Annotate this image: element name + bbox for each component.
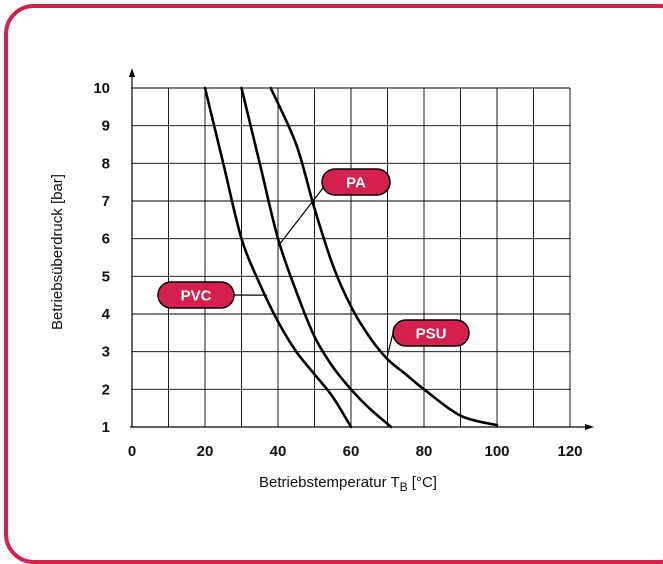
y-axis-arrow bbox=[129, 68, 135, 77]
axes bbox=[129, 68, 594, 430]
label-text-pa: PA bbox=[346, 175, 366, 192]
y-tick-label: 5 bbox=[102, 268, 110, 285]
y-tick-label: 6 bbox=[102, 231, 110, 248]
x-tick-label: 100 bbox=[484, 443, 509, 460]
curve-psu bbox=[271, 88, 497, 425]
x-tick-label: 120 bbox=[557, 443, 582, 460]
x-tick-label: 40 bbox=[270, 443, 287, 460]
x-tick-label: 80 bbox=[416, 443, 433, 460]
y-tick-label: 2 bbox=[102, 381, 110, 398]
x-tick-label: 60 bbox=[343, 443, 360, 460]
x-tick-label: 20 bbox=[197, 443, 214, 460]
y-tick-label: 9 bbox=[102, 118, 110, 135]
x-axis-arrow bbox=[585, 424, 594, 430]
y-tick-label: 3 bbox=[102, 344, 110, 361]
y-tick-label: 7 bbox=[102, 193, 110, 210]
grid bbox=[132, 88, 570, 427]
y-tick-label: 1 bbox=[102, 419, 110, 436]
y-tick-label: 4 bbox=[102, 306, 111, 323]
label-text-pvc: PVC bbox=[181, 288, 212, 305]
y-tick-label: 8 bbox=[102, 155, 110, 172]
y-tick-label: 10 bbox=[93, 80, 110, 97]
y-tick-labels: 1 2 3 4 5 6 7 8 9 10 bbox=[93, 80, 110, 436]
x-tick-labels: 0 20 40 60 80 100 120 bbox=[128, 443, 583, 460]
label-text-psu: PSU bbox=[416, 326, 447, 343]
y-axis-title: Betriebsüberdruck [bar] bbox=[49, 174, 66, 330]
x-tick-label: 0 bbox=[128, 443, 136, 460]
chart-canvas: 0 20 40 60 80 100 120 1 2 3 4 5 6 7 8 9 10 PVC PA PSU Bet… bbox=[0, 0, 663, 515]
x-axis-title: Betriebstemperatur TB [°C] bbox=[259, 474, 437, 494]
